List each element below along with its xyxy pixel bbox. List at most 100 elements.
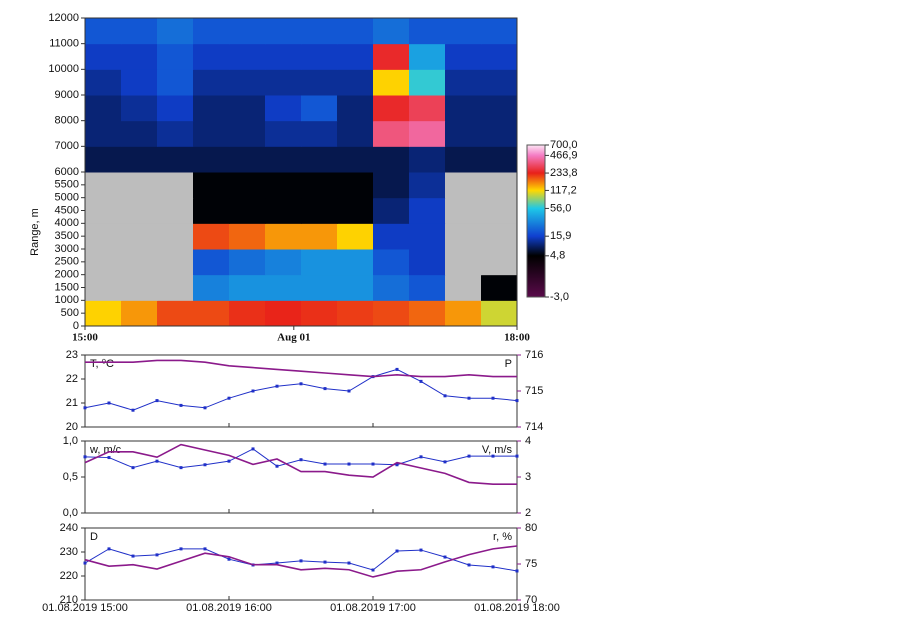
y-tick-label: 6000 <box>55 166 79 178</box>
heat-cell <box>409 249 446 276</box>
heat-cell <box>373 43 410 70</box>
heat-cell <box>409 223 446 250</box>
y-tick-label: 0,5 <box>63 471 78 483</box>
heat-cell <box>445 146 482 173</box>
point <box>515 399 519 403</box>
heat-cell <box>229 120 266 147</box>
heat-cell <box>193 120 230 147</box>
heat-cell <box>229 18 266 45</box>
heat-cell <box>85 43 122 70</box>
point <box>275 464 279 468</box>
series-line <box>85 359 517 378</box>
heat-cell <box>157 18 194 45</box>
colorbar-tick-label: 4,8 <box>550 250 565 262</box>
y2-tick-label: 75 <box>525 558 537 570</box>
colorbar-tick-label: 700,0 <box>550 139 578 151</box>
y-tick-label: 4500 <box>55 204 79 216</box>
heat-cell <box>265 95 302 122</box>
point <box>371 568 375 572</box>
point <box>299 382 303 386</box>
heat-cell <box>301 95 338 122</box>
heat-cell <box>373 172 410 199</box>
heat-cell <box>409 43 446 70</box>
y2-tick-label: 715 <box>525 385 543 397</box>
heat-cell <box>301 120 338 147</box>
point <box>515 454 519 458</box>
heat-cell <box>301 146 338 173</box>
y-axis-label: w, m/c <box>89 444 122 456</box>
heat-cell <box>445 223 482 250</box>
heat-cell <box>229 249 266 276</box>
point <box>443 394 447 398</box>
heat-cell <box>337 300 374 327</box>
heat-cell <box>301 274 338 301</box>
heat-cell <box>157 120 194 147</box>
heat-cell <box>157 43 194 70</box>
heat-cell <box>445 300 482 327</box>
heat-cell <box>121 146 158 173</box>
heat-cell <box>373 274 410 301</box>
y2-axis-label: P <box>505 358 512 370</box>
heat-cell <box>121 274 158 301</box>
point <box>251 389 255 393</box>
heat-cell <box>193 18 230 45</box>
heat-cell <box>445 120 482 147</box>
point <box>155 399 159 403</box>
point <box>203 406 207 410</box>
x-tick-label: 01.08.2019 15:00 <box>42 602 128 614</box>
heat-cell <box>445 69 482 96</box>
heat-cell <box>301 69 338 96</box>
heat-cell <box>301 249 338 276</box>
heat-cell <box>337 223 374 250</box>
y2-tick-label: 4 <box>525 435 531 447</box>
heat-cell <box>373 300 410 327</box>
heat-cell <box>193 69 230 96</box>
heat-cell <box>229 95 266 122</box>
plot-frame <box>84 354 518 428</box>
point <box>443 460 447 464</box>
point <box>347 462 351 466</box>
heat-cell <box>409 146 446 173</box>
heat-cell <box>85 18 122 45</box>
colorbar-tick-label: 56,0 <box>550 202 571 214</box>
heat-cell <box>481 274 518 301</box>
y-tick-label: 210 <box>60 594 78 606</box>
heat-cell <box>373 146 410 173</box>
heat-cell <box>229 197 266 224</box>
heat-cell <box>265 172 302 199</box>
heat-cell <box>481 300 518 327</box>
point <box>203 463 207 467</box>
point <box>203 547 207 551</box>
heat-cell <box>265 197 302 224</box>
heat-cell <box>157 172 194 199</box>
y2-axis-label: V, m/s <box>482 444 513 456</box>
point <box>467 563 471 567</box>
heat-cell <box>265 223 302 250</box>
series-line <box>84 545 518 578</box>
x-tick-label: 18:00 <box>504 332 530 344</box>
y-tick-label: 500 <box>61 307 79 319</box>
heat-cell <box>229 223 266 250</box>
heat-cell <box>193 197 230 224</box>
heat-cell <box>121 69 158 96</box>
x-tick-label: 01.08.2019 18:00 <box>474 602 560 614</box>
heat-cell <box>229 274 266 301</box>
y-tick-label: 2500 <box>55 256 79 268</box>
heat-cell <box>445 249 482 276</box>
point <box>347 389 351 393</box>
y2-tick-label: 3 <box>525 471 531 483</box>
heat-cell <box>121 223 158 250</box>
y-tick-label: 3500 <box>55 230 79 242</box>
heat-cell <box>193 172 230 199</box>
heat-cell <box>373 223 410 250</box>
heat-cell <box>121 172 158 199</box>
y-tick-label: 4000 <box>55 217 79 229</box>
heat-cell <box>337 69 374 96</box>
heat-cell <box>229 69 266 96</box>
y-tick-label: 0,0 <box>63 507 78 519</box>
heat-cell <box>409 172 446 199</box>
heat-cell <box>481 223 518 250</box>
heat-cell <box>157 197 194 224</box>
heat-cell <box>85 223 122 250</box>
